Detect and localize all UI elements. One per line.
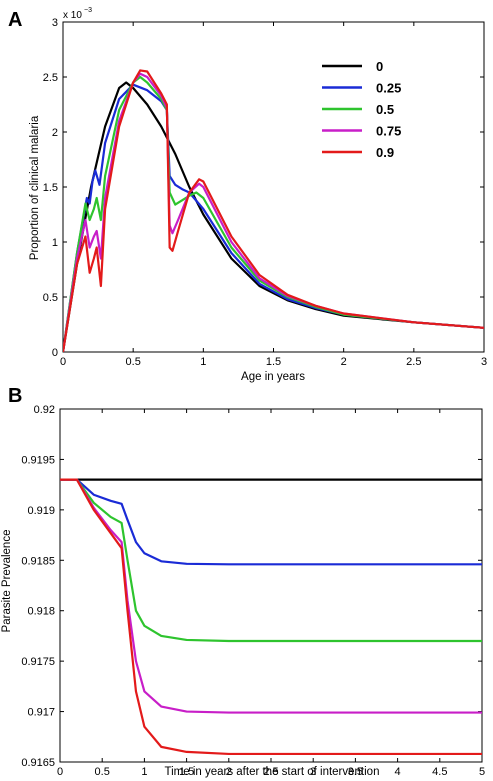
panel-b-y-tick-label: 0.9185: [21, 555, 55, 567]
panel-a-y-tick-label: 0: [52, 347, 58, 359]
panel-a-x-tick-label: 0: [60, 356, 66, 368]
panel-b: B Parasite Prevalence Time in years afte…: [1, 385, 485, 778]
panel-b-x-tick-label: 5: [479, 766, 485, 778]
panel-b-series-line-1: [60, 478, 482, 566]
panel-a-y-axis-title: Proportion of clinical malaria: [29, 115, 41, 260]
panel-b-y-tick-label: 0.9175: [21, 656, 55, 668]
panel-a-x-tick-label: 0.5: [126, 356, 141, 368]
panel-b-x-tick-label: 2: [226, 766, 232, 778]
panel-a-series-line-4: [63, 69, 484, 352]
panel-b-x-tick-label: 0.5: [95, 766, 110, 778]
panel-a-x-tick-label: 3: [481, 356, 487, 368]
panel-b-x-tick-label: 1.5: [179, 766, 194, 778]
panel-b-x-tick-label: 4.5: [432, 766, 447, 778]
panel-a-y-multiplier-exponent: −3: [84, 7, 92, 14]
panel-a-x-tick-label: 1: [200, 356, 206, 368]
panel-b-y-tick-label: 0.918: [27, 606, 55, 618]
panel-a-letter: A: [8, 9, 22, 31]
panel-b-x-tick-label: 4: [395, 766, 401, 778]
panel-b-x-tick-label: 2.5: [263, 766, 278, 778]
panel-a-legend-label-1: 0.25: [376, 81, 401, 96]
panel-b-y-tick-label: 0.9195: [21, 454, 55, 466]
panel-a-x-tick-label: 2: [341, 356, 347, 368]
panel-a-y-tick-label: 3: [52, 17, 58, 29]
panel-a-y-tick-label: 1.5: [43, 182, 58, 194]
panel-a-legend-label-3: 0.75: [376, 124, 401, 139]
panel-b-series-line-2: [60, 478, 482, 643]
panel-b-y-tick-label: 0.919: [27, 505, 55, 517]
panel-a-x-axis-title: Age in years: [241, 371, 305, 383]
panel-b-x-tick-label: 0: [57, 766, 63, 778]
panel-b-y-tick-label: 0.917: [27, 707, 55, 719]
panel-a-legend-label-4: 0.9: [376, 145, 394, 160]
panel-a-y-tick-label: 2: [52, 127, 58, 139]
panel-b-series-line-4: [60, 478, 482, 756]
panel-a-y-tick-label: 0.5: [43, 292, 58, 304]
panel-b-letter: B: [8, 385, 22, 407]
panel-b-x-axis-title: Time in years after the start of interve…: [165, 766, 380, 778]
panel-a-x-tick-label: 1.5: [266, 356, 281, 368]
panel-a-x-tick-label: 2.5: [406, 356, 421, 368]
panel-b-y-tick-label: 0.9165: [21, 757, 55, 769]
panel-a-y-multiplier: x 10: [63, 10, 82, 21]
panel-a-legend-label-0: 0: [376, 59, 383, 74]
panel-a-legend-label-2: 0.5: [376, 102, 394, 117]
panel-a-plot-area: [62, 21, 485, 353]
panel-b-x-tick-label: 3: [310, 766, 316, 778]
panel-a-y-tick-label: 1: [52, 237, 58, 249]
panel-b-y-tick-label: 0.92: [34, 404, 55, 416]
panel-b-plot-area: [59, 408, 483, 763]
panel-a-y-tick-label: 2.5: [43, 72, 58, 84]
panel-b-x-tick-label: 3.5: [348, 766, 363, 778]
panel-a: A x 10 −3 Proportion of clinical malaria…: [8, 7, 487, 383]
panel-b-x-tick-label: 1: [141, 766, 147, 778]
panel-b-y-axis-title: Parasite Prevalence: [1, 530, 13, 633]
